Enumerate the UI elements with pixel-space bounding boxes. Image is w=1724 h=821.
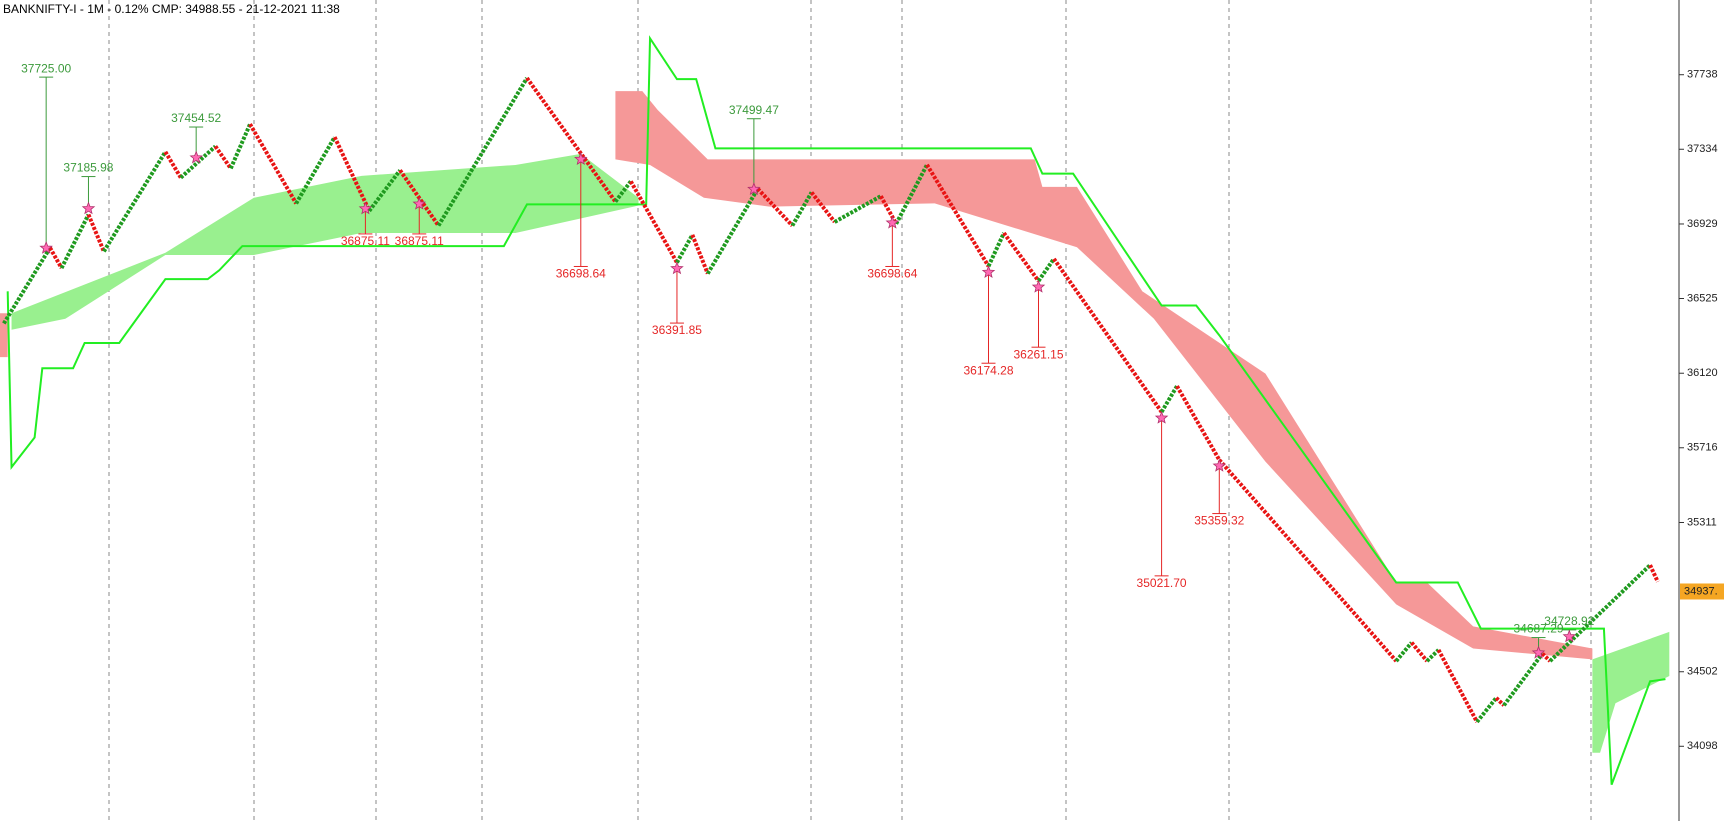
brick-run	[879, 195, 898, 225]
annotation-label: 36391.85	[652, 323, 702, 337]
brick-run	[894, 163, 929, 225]
annotation-label: 36174.28	[963, 363, 1013, 377]
brick-run	[706, 187, 760, 275]
brick-run	[629, 180, 679, 264]
brick-run	[332, 136, 372, 212]
brick-run	[1002, 231, 1041, 283]
pivot-star	[981, 265, 996, 278]
chart-title: BANKNIFTY-I - 1M - 0.12% CMP: 34988.55 -…	[3, 2, 340, 16]
annotation-label: 36875.11	[341, 234, 390, 248]
brick-run	[1648, 564, 1660, 583]
brick-run	[86, 213, 106, 253]
brick-run	[986, 232, 1006, 268]
pivot-star	[1154, 410, 1169, 424]
cloud	[11, 153, 639, 330]
annotation-label: 36875.11	[395, 234, 444, 248]
pivot-star	[189, 150, 203, 164]
brick-run	[790, 191, 814, 227]
annotation-label: 37185.98	[63, 161, 113, 175]
brick-run	[367, 169, 402, 213]
pivot-star	[885, 215, 900, 229]
cloud	[0, 313, 8, 358]
pivot-star	[81, 201, 96, 215]
brick-run	[675, 233, 695, 264]
last-price-label: 34937.	[1684, 585, 1718, 597]
session-separators	[108, 0, 1592, 821]
y-tick-label: 35311	[1687, 516, 1717, 528]
pivot-star	[39, 241, 53, 254]
annotation-label: 36698.64	[867, 267, 917, 281]
brick-run	[525, 76, 618, 203]
pivot-star	[574, 152, 588, 165]
annotation-label: 37499.47	[729, 103, 779, 117]
annotation-label: 34687.29	[1514, 622, 1564, 636]
brick-run	[1410, 641, 1429, 663]
brick-run	[102, 150, 168, 253]
brick-run	[1159, 385, 1179, 413]
cloud	[1592, 631, 1670, 753]
y-tick-label: 34502	[1687, 666, 1718, 678]
brick-run	[1394, 641, 1414, 663]
annotation-label: 35359.32	[1194, 514, 1244, 528]
brick-run	[294, 136, 337, 205]
pivot-star	[1562, 629, 1577, 643]
annotation-label: 36261.15	[1013, 347, 1063, 361]
brick-run	[1217, 458, 1398, 663]
brick-run	[59, 213, 91, 269]
brick-run	[1175, 385, 1222, 461]
y-tick-label: 37334	[1687, 143, 1718, 155]
pivot-star	[358, 201, 373, 215]
brick-run	[1540, 652, 1552, 663]
brick-run	[1425, 648, 1440, 663]
pivot-star	[1031, 279, 1046, 293]
annotation-label: 37725.00	[21, 61, 71, 75]
cloud	[615, 91, 1593, 660]
brick-run	[810, 191, 837, 224]
brick-run	[2, 246, 52, 325]
y-tick-label: 37738	[1687, 69, 1718, 81]
last-price-tag	[1680, 583, 1724, 600]
plot-area	[0, 0, 1679, 821]
annotation-label: 37454.52	[171, 111, 221, 125]
pivot-star	[412, 196, 427, 210]
marks: 37725.00 37185.98 37454.52 37499.47 34687.29…	[0, 35, 1670, 786]
brick-run	[1502, 652, 1544, 707]
brick-run	[1548, 563, 1652, 663]
pivot-star	[670, 261, 684, 275]
brick-run	[1436, 649, 1479, 723]
annotation-label: 36698.64	[556, 267, 606, 281]
pivot-star	[1212, 458, 1227, 472]
brick-run	[436, 77, 529, 227]
brick-run	[690, 234, 710, 275]
brick-run	[228, 123, 252, 170]
y-tick-label: 36120	[1687, 367, 1718, 379]
annotation-label: 35021.70	[1137, 576, 1187, 590]
y-tick-label: 35716	[1687, 442, 1718, 454]
brick-run	[163, 150, 183, 179]
y-tick-label: 34098	[1687, 740, 1718, 752]
annotation-label: 34728.92	[1544, 614, 1594, 628]
y-tick-label: 36929	[1687, 218, 1718, 230]
trail-line	[6, 35, 1666, 786]
y-tick-label: 36525	[1687, 292, 1718, 304]
pivot-star	[1531, 645, 1546, 659]
pivot-star	[747, 182, 761, 195]
y-axis: 37738 37334 36929 36525 36120 35716 35311 34502…	[1678, 0, 1724, 821]
brick-run	[1494, 696, 1506, 707]
brick-run	[756, 187, 794, 228]
brick-run	[925, 163, 991, 268]
brick-run	[48, 246, 64, 270]
brick-run	[1475, 696, 1498, 724]
brick-run	[248, 123, 298, 205]
